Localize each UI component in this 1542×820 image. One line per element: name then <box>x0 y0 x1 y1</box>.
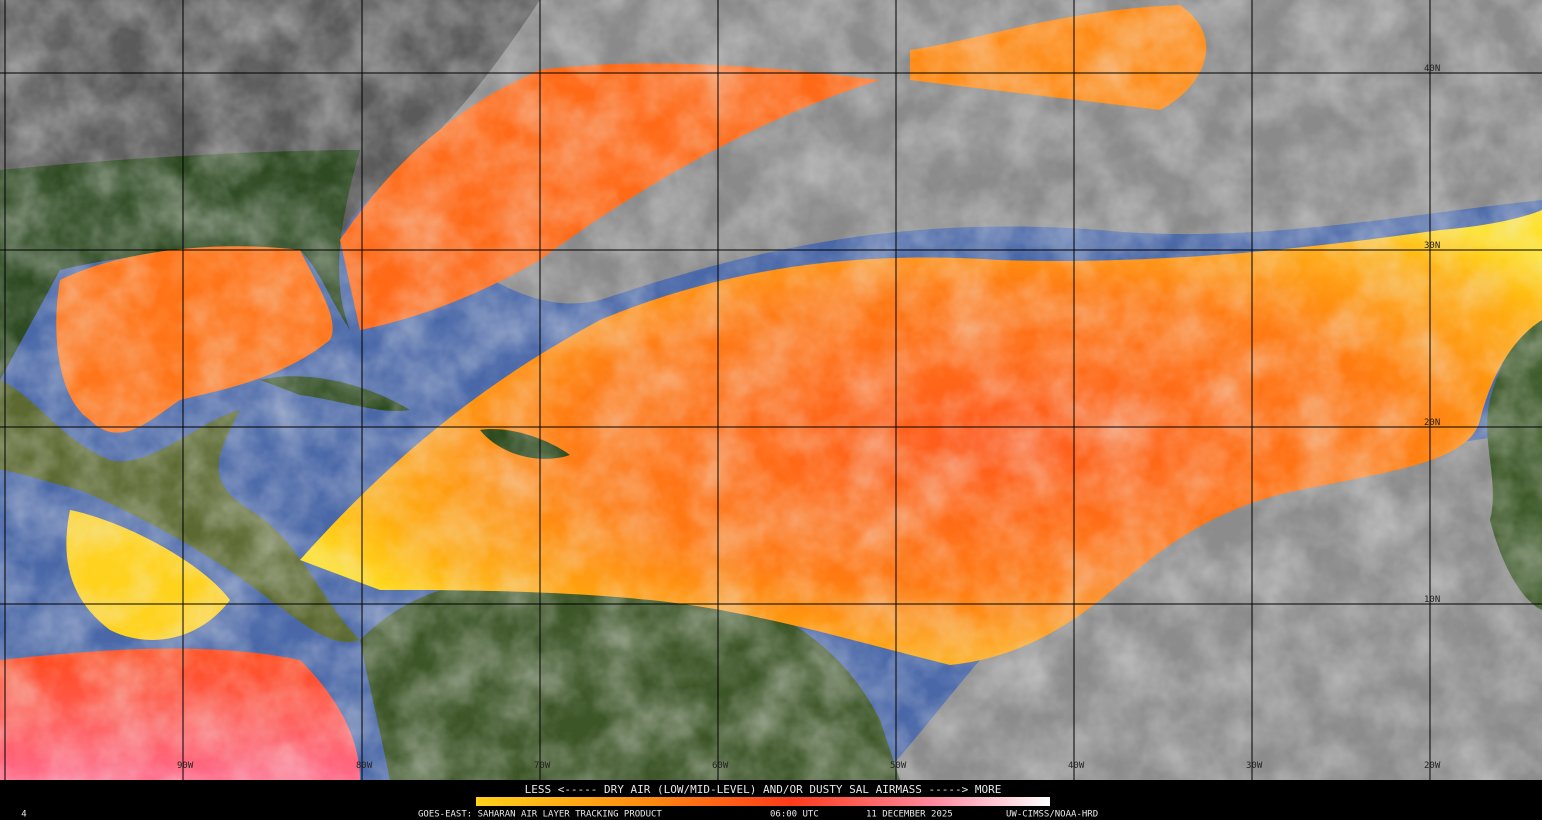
noise-texture <box>0 0 1542 780</box>
lat-label: 10N <box>1424 595 1440 605</box>
date: 11 DECEMBER 2025 <box>866 810 953 820</box>
lat-label: 30N <box>1424 241 1440 251</box>
map: 40N 30N 20N 10N 90W 80W 70W 60W 50W 40W 30W 20W <box>0 0 1542 780</box>
lon-label: 90W <box>177 761 194 771</box>
lon-label: 50W <box>890 761 907 771</box>
time: 06:00 UTC <box>770 810 819 820</box>
graticule: 40N 30N 20N 10N 90W 80W 70W 60W 50W 40W 30W 20W <box>0 0 1542 780</box>
lon-label: 80W <box>356 761 373 771</box>
product-name: GOES-EAST: SAHARAN AIR LAYER TRACKING PR… <box>418 810 662 820</box>
lon-label: 40W <box>1068 761 1085 771</box>
lon-label: 20W <box>1424 761 1441 771</box>
lon-label: 60W <box>712 761 729 771</box>
corner-mark: 4 <box>21 810 26 820</box>
color-bar <box>476 797 1050 806</box>
lat-label: 40N <box>1424 64 1440 74</box>
lon-label: 30W <box>1246 761 1263 771</box>
credit: UW-CIMSS/NOAA-HRD <box>1006 810 1098 820</box>
lon-label: 70W <box>534 761 551 771</box>
lat-label: 20N <box>1424 418 1440 428</box>
legend-caption: LESS <----- DRY AIR (LOW/MID-LEVEL) AND/… <box>525 783 1002 796</box>
